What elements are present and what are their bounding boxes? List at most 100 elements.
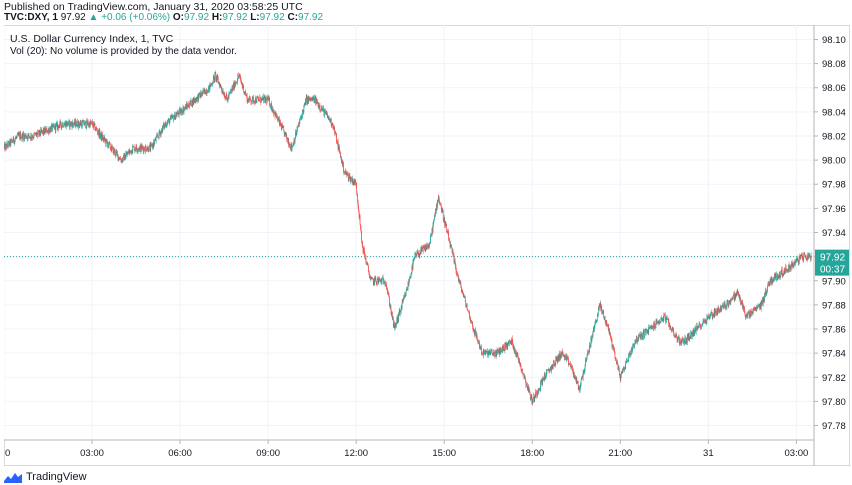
price-tick-label: 98.04 (822, 107, 846, 118)
candle-body (218, 82, 220, 85)
candle-body (762, 296, 764, 305)
candle-body (59, 121, 61, 123)
price-axis[interactable]: 98.1098.0898.0698.0498.0298.0097.9897.96… (814, 35, 846, 432)
candle-body (210, 84, 212, 87)
candle-body (131, 152, 133, 154)
candle-body (569, 363, 570, 365)
candle-body (69, 121, 71, 128)
price-chart[interactable]: 98.1098.0898.0698.0498.0298.0097.9897.96… (3, 24, 851, 467)
candle-body (58, 126, 60, 129)
candle-body (421, 247, 423, 252)
candle-body (766, 290, 767, 295)
candle-body (422, 247, 424, 252)
candle-body (640, 335, 641, 339)
candle-body (256, 102, 257, 104)
candle-body (648, 327, 650, 333)
candle-body (347, 173, 349, 175)
candle-body (660, 317, 662, 323)
candle-body (58, 125, 60, 129)
candle-body (329, 119, 331, 121)
candle-body (253, 97, 254, 103)
candle-body (689, 337, 691, 340)
candle-body (808, 253, 810, 256)
candle-body (168, 119, 170, 120)
candle-body (572, 371, 574, 372)
candle-body (229, 92, 230, 94)
candle-body (634, 344, 635, 347)
candle-body (370, 278, 372, 280)
candle-body (492, 353, 493, 356)
candle-body (620, 373, 622, 376)
candle-body (390, 306, 391, 307)
candle-body (449, 243, 451, 248)
candle-body (95, 127, 97, 130)
candle-body (598, 308, 600, 310)
candle-body (325, 110, 326, 113)
candle-body (444, 223, 446, 227)
candle-body (733, 293, 735, 300)
candle-body (693, 330, 695, 336)
candle-body (809, 255, 810, 257)
candle-body (520, 363, 521, 366)
candle-body (775, 276, 777, 280)
candle-body (176, 113, 178, 117)
close-label: C: (287, 12, 299, 23)
candle-body (89, 121, 91, 128)
candle-body (509, 340, 511, 344)
candle-body (585, 359, 587, 362)
candle-body (77, 121, 78, 127)
candle-body (359, 216, 360, 218)
candle-body (335, 131, 336, 135)
candle-body (471, 321, 472, 323)
candle-body (447, 231, 448, 232)
candle-body (470, 321, 472, 323)
candle-body (333, 126, 335, 129)
candle-body (680, 342, 682, 345)
candle-body (682, 339, 684, 342)
price-tick-label: 98.02 (822, 131, 846, 142)
candle-body (397, 315, 399, 322)
candle-body (149, 145, 151, 150)
candle-body (25, 134, 26, 137)
candle-body (696, 325, 697, 330)
candle-body (591, 337, 592, 342)
candle-body (391, 312, 393, 315)
candle-body (756, 305, 758, 308)
candle-body (151, 144, 153, 148)
candle-body (380, 279, 381, 281)
candle-body (261, 98, 263, 99)
candle-body (272, 108, 273, 112)
candle-body (810, 254, 812, 260)
chart-container[interactable]: 98.10 98.08 98.06 98.04 98.02 98.00 97.98 97.96… (3, 24, 851, 467)
candle-body (148, 145, 150, 152)
candle-body (543, 378, 545, 380)
candle-body (41, 130, 43, 132)
candle-body (560, 357, 561, 359)
candle-body (607, 325, 608, 327)
candle-body (763, 296, 764, 300)
candle-body (530, 395, 532, 399)
candle-body (725, 306, 727, 308)
candle-body (165, 123, 167, 127)
candle-body (660, 321, 661, 323)
candle-body (528, 388, 530, 391)
time-axis[interactable]: 0 03:00 06:00 09:00 12:00 15:00 18:00 21:00 31 03… (3, 440, 808, 459)
candle-body (437, 200, 439, 202)
candle-body (288, 145, 290, 147)
candle-body (527, 385, 528, 389)
candle-body (501, 349, 503, 353)
candle-body (215, 76, 217, 80)
candle-body (799, 256, 801, 259)
candle-body (626, 358, 628, 362)
candle-body (162, 126, 164, 128)
candle-body (242, 85, 244, 88)
candle-body (764, 292, 766, 295)
candle-body (47, 130, 48, 133)
candle-body (247, 98, 248, 103)
candle-body (501, 349, 502, 351)
candle-body (79, 124, 81, 127)
candle-body (388, 294, 389, 295)
candle-body (381, 278, 383, 284)
candle-body (614, 351, 616, 359)
candle-body (30, 136, 31, 139)
